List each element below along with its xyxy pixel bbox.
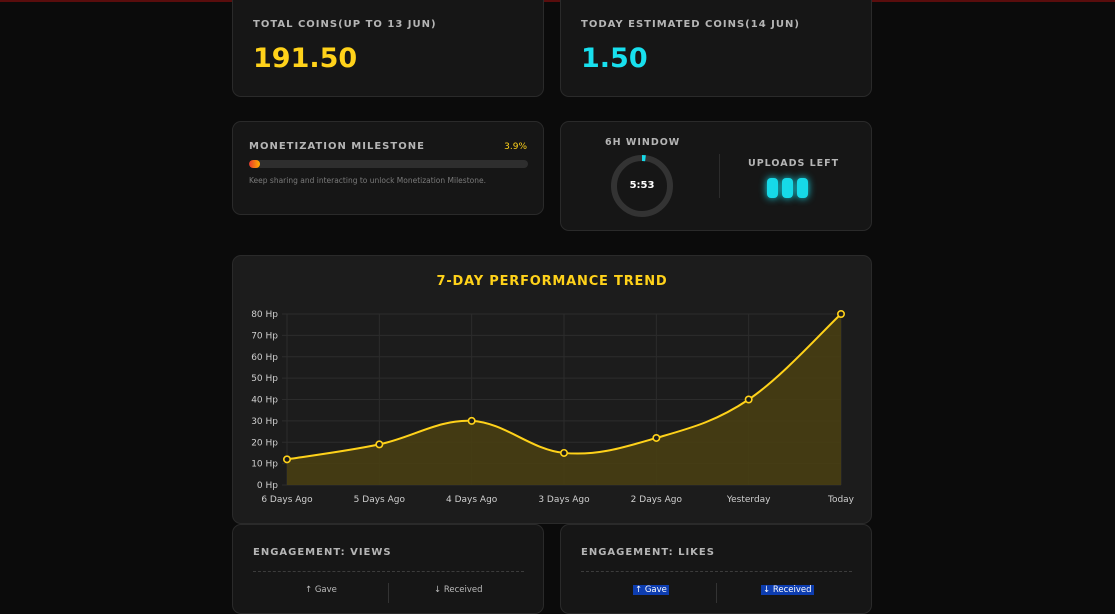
milestone-label: MONETIZATION MILESTONE <box>249 141 425 152</box>
window-card: 6H WINDOW 5:53 UPLOADS LEFT <box>560 121 872 231</box>
upload-slot-indicator <box>797 178 808 198</box>
chart-ytick-label: 80 Hp <box>251 310 278 320</box>
likes-gave-header[interactable]: ↑ Gave <box>633 585 669 595</box>
window-divider <box>719 154 720 198</box>
today-coins-label: TODAY ESTIMATED COINS(14 JUN) <box>581 19 800 30</box>
chart-xtick-label: Today <box>827 495 855 505</box>
chart-data-point <box>836 309 845 318</box>
chart-data-point <box>282 455 291 464</box>
milestone-card: MONETIZATION MILESTONE 3.9% Keep sharing… <box>232 121 544 215</box>
chart-ytick-label: 40 Hp <box>251 396 278 406</box>
chart-data-point <box>375 440 384 449</box>
performance-chart-card: 0 Hp 10 Hp 20 Hp 30 Hp 40 Hp 50 Hp 60 Hp 70 Hp 8… <box>232 255 872 524</box>
chart-ytick-label: 60 Hp <box>251 353 278 363</box>
chart-ytick-label: 70 Hp <box>251 331 278 341</box>
window-timer-ring <box>611 155 673 217</box>
window-time: 5:53 <box>629 180 655 191</box>
chart-ytick-label: 50 Hp <box>251 374 278 384</box>
chart-xtick-label: 3 Days Ago <box>538 495 590 505</box>
chart-data-point <box>467 416 476 425</box>
dashed-divider <box>253 571 524 572</box>
likes-received-header[interactable]: ↓ Received <box>761 585 814 595</box>
views-gave-header[interactable]: ↑ Gave <box>305 585 337 595</box>
engagement-likes-title: ENGAGEMENT: LIKES <box>581 547 715 558</box>
engagement-views-card: ENGAGEMENT: VIEWS ↑ Gave ↓ Received <box>232 524 544 614</box>
uploads-left-label: UPLOADS LEFT <box>748 158 840 169</box>
top-accent-line <box>0 0 1115 2</box>
chart-xtick-label: 6 Days Ago <box>261 495 313 505</box>
milestone-percent: 3.9% <box>504 142 527 152</box>
likes-gave-label: ↑ Gave <box>633 585 669 595</box>
chart-xtick-label: 2 Days Ago <box>631 495 683 505</box>
today-coins-value: 1.50 <box>581 43 648 74</box>
total-coins-value: 191.50 <box>253 43 358 74</box>
timer-ring-progress <box>611 155 673 217</box>
upload-slot-indicator <box>767 178 778 198</box>
milestone-progress-bar <box>249 160 528 168</box>
upload-slot-indicator <box>782 178 793 198</box>
milestone-hint: Keep sharing and interacting to unlock M… <box>249 176 486 185</box>
chart-xtick-label: 4 Days Ago <box>446 495 498 505</box>
engagement-likes-card: ENGAGEMENT: LIKES ↑ Gave ↓ Received <box>560 524 872 614</box>
today-coins-card: TODAY ESTIMATED COINS(14 JUN) 1.50 <box>560 0 872 97</box>
total-coins-label: TOTAL COINS(UP TO 13 JUN) <box>253 19 437 30</box>
column-separator <box>388 583 389 603</box>
chart-title: 7-DAY PERFORMANCE TREND <box>436 274 668 289</box>
column-separator <box>716 583 717 603</box>
dashed-divider <box>581 571 852 572</box>
chart-ytick-label: 0 Hp <box>257 481 278 491</box>
chart-data-point <box>559 448 568 457</box>
chart-ytick-label: 30 Hp <box>251 417 278 427</box>
performance-chart: 0 Hp 10 Hp 20 Hp 30 Hp 40 Hp 50 Hp 60 Hp 70 Hp 8… <box>251 309 855 505</box>
chart-xtick-label: 5 Days Ago <box>354 495 406 505</box>
uploads-left-indicators <box>767 178 808 198</box>
likes-received-label: ↓ Received <box>761 585 814 595</box>
milestone-progress-fill <box>249 160 260 168</box>
chart-area-fill <box>287 314 841 485</box>
chart-xtick-label: Yesterday <box>726 495 771 505</box>
chart-ytick-label: 20 Hp <box>251 438 278 448</box>
total-coins-card: TOTAL COINS(UP TO 13 JUN) 191.50 <box>232 0 544 97</box>
chart-data-point <box>652 433 661 442</box>
chart-data-point <box>744 395 753 404</box>
window-label: 6H WINDOW <box>605 137 681 148</box>
chart-ytick-label: 10 Hp <box>251 460 278 470</box>
engagement-views-title: ENGAGEMENT: VIEWS <box>253 547 392 558</box>
views-received-header[interactable]: ↓ Received <box>434 585 483 595</box>
